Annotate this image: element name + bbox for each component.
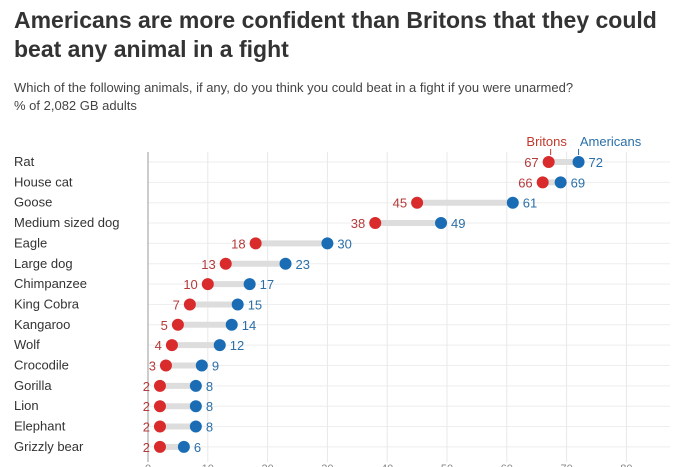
- legend-britons: Britons: [526, 134, 567, 149]
- britons-dot: [183, 298, 196, 311]
- x-tick-label: 60: [501, 463, 513, 467]
- americans-value-label: 49: [451, 216, 465, 231]
- americans-dot: [231, 298, 244, 311]
- britons-dot: [153, 400, 166, 413]
- americans-dot: [554, 176, 567, 189]
- category-label: Eagle: [14, 235, 47, 250]
- americans-dot: [506, 196, 519, 209]
- britons-value-label: 2: [143, 399, 150, 414]
- americans-dot: [189, 400, 202, 413]
- x-tick-label: 0: [145, 463, 151, 467]
- category-label: Crocodile: [14, 358, 69, 373]
- britons-value-label: 38: [351, 216, 365, 231]
- x-tick-label: 20: [261, 463, 273, 467]
- britons-dot: [536, 176, 549, 189]
- britons-value-label: 2: [143, 440, 150, 455]
- subtitle-base: % of 2,082 GB adults: [14, 98, 137, 113]
- americans-dot: [435, 217, 448, 230]
- category-label: Medium sized dog: [14, 215, 120, 230]
- britons-value-label: 66: [518, 175, 532, 190]
- americans-value-label: 30: [337, 236, 351, 251]
- americans-dot: [189, 379, 202, 392]
- britons-dot: [542, 156, 555, 168]
- legend-americans: Americans: [580, 134, 642, 149]
- x-tick-label: 40: [381, 463, 393, 467]
- americans-dot: [572, 156, 585, 168]
- britons-value-label: 5: [161, 318, 168, 333]
- category-label: Rat: [14, 154, 35, 169]
- category-label: Goose: [14, 195, 52, 210]
- britons-dot: [153, 379, 166, 392]
- britons-value-label: 3: [149, 359, 156, 374]
- americans-value-label: 8: [206, 420, 213, 435]
- britons-value-label: 2: [143, 379, 150, 394]
- americans-value-label: 8: [206, 399, 213, 414]
- x-tick-label: 50: [441, 463, 453, 467]
- britons-value-label: 18: [231, 236, 245, 251]
- britons-value-label: 10: [183, 277, 197, 292]
- americans-dot: [177, 440, 190, 453]
- americans-dot: [279, 257, 292, 270]
- x-tick-label: 10: [202, 463, 214, 467]
- americans-dot: [195, 359, 208, 372]
- americans-value-label: 14: [242, 318, 256, 333]
- category-label: King Cobra: [14, 296, 80, 311]
- britons-dot: [165, 339, 178, 352]
- britons-dot: [171, 318, 184, 331]
- category-label: Chimpanzee: [14, 276, 87, 291]
- americans-value-label: 69: [571, 175, 585, 190]
- britons-dot: [411, 196, 424, 209]
- britons-value-label: 4: [155, 338, 162, 353]
- americans-value-label: 72: [589, 155, 603, 170]
- chart-subtitle: Which of the following animals, if any, …: [14, 79, 573, 115]
- category-label: Lion: [14, 398, 39, 413]
- americans-value-label: 9: [212, 359, 219, 374]
- americans-dot: [321, 237, 334, 250]
- americans-dot: [213, 339, 226, 352]
- americans-value-label: 8: [206, 379, 213, 394]
- americans-value-label: 61: [523, 196, 537, 211]
- americans-dot: [243, 278, 256, 291]
- britons-value-label: 67: [524, 155, 538, 170]
- britons-dot: [219, 257, 232, 270]
- britons-value-label: 13: [201, 257, 215, 272]
- britons-value-label: 45: [393, 196, 407, 211]
- britons-dot: [153, 440, 166, 453]
- britons-dot: [153, 420, 166, 433]
- americans-value-label: 6: [194, 440, 201, 455]
- americans-value-label: 23: [296, 257, 310, 272]
- category-label: House cat: [14, 174, 73, 189]
- americans-value-label: 12: [230, 338, 244, 353]
- category-label: Elephant: [14, 419, 66, 434]
- britons-dot: [159, 359, 172, 372]
- americans-value-label: 15: [248, 297, 262, 312]
- category-label: Large dog: [14, 256, 73, 271]
- x-tick-label: 30: [321, 463, 333, 467]
- category-label: Gorilla: [14, 378, 52, 393]
- category-label: Kangaroo: [14, 317, 70, 332]
- britons-dot: [249, 237, 262, 250]
- americans-dot: [189, 420, 202, 433]
- britons-dot: [201, 278, 214, 291]
- britons-dot: [369, 217, 382, 230]
- x-tick-label: 70: [560, 463, 572, 467]
- americans-value-label: 17: [260, 277, 274, 292]
- category-label: Grizzly bear: [14, 439, 84, 454]
- chart-title: Americans are more confident than Briton…: [14, 7, 657, 62]
- britons-value-label: 2: [143, 420, 150, 435]
- x-tick-label: 80: [620, 463, 632, 467]
- britons-value-label: 7: [173, 297, 180, 312]
- subtitle-question: Which of the following animals, if any, …: [14, 80, 574, 95]
- category-label: Wolf: [14, 337, 40, 352]
- americans-dot: [225, 318, 238, 331]
